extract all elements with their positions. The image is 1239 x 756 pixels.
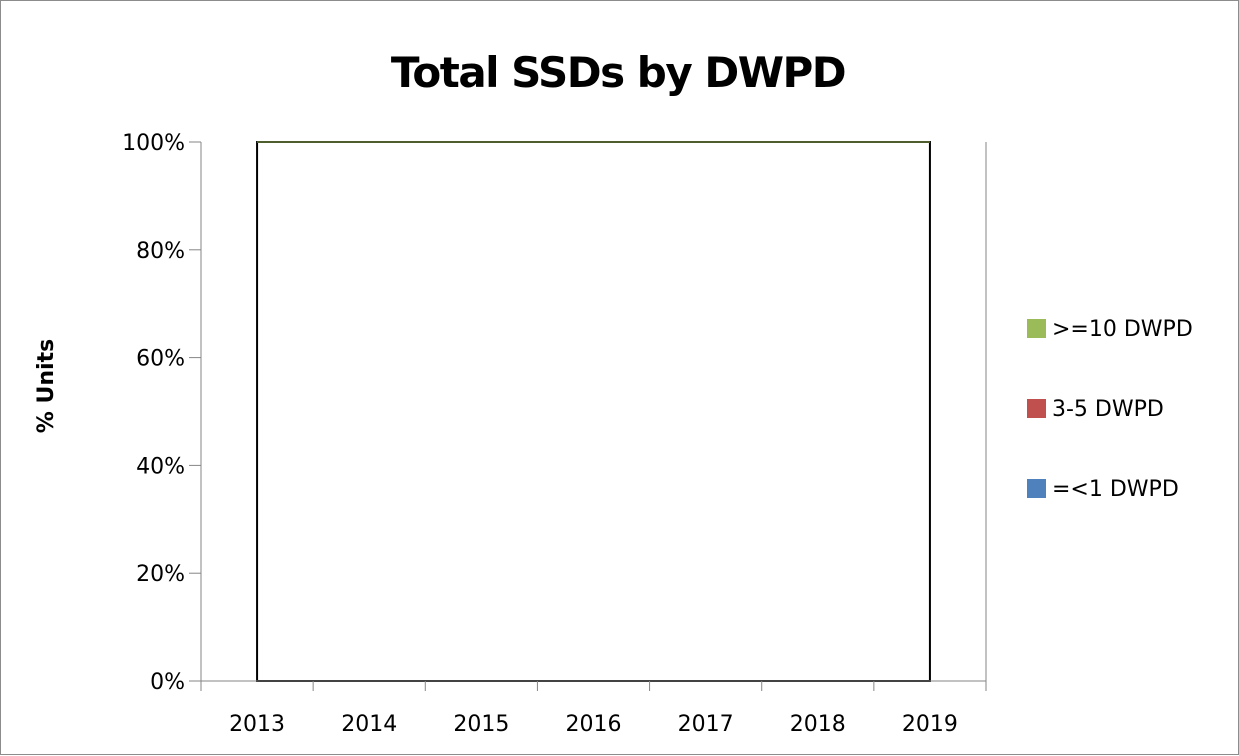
- x-tick-label: 2013: [229, 712, 285, 737]
- chart-title: Total SSDs by DWPD: [391, 48, 845, 97]
- y-tick-label: 20%: [136, 562, 185, 587]
- legend-label: >=10 DWPD: [1052, 317, 1193, 342]
- legend-swatch: [1027, 479, 1046, 498]
- y-tick-label: 60%: [136, 347, 185, 372]
- x-tick-label: 2019: [902, 712, 958, 737]
- y-tick-label: 40%: [136, 454, 185, 479]
- x-tick-label: 2016: [566, 712, 622, 737]
- legend: >=10 DWPD 3-5 DWPD =<1 DWPD: [1027, 317, 1193, 502]
- x-tick-label: 2017: [678, 712, 734, 737]
- legend-swatch: [1027, 399, 1046, 418]
- y-axis-title: % Units: [34, 339, 59, 433]
- plot-area: [257, 142, 930, 681]
- legend-label: 3-5 DWPD: [1052, 397, 1164, 422]
- y-tick-label: 80%: [136, 239, 185, 264]
- x-tick-label: 2014: [341, 712, 397, 737]
- x-tick-label: 2018: [790, 712, 846, 737]
- y-tick-label: 100%: [122, 131, 185, 156]
- y-tick-label: 0%: [150, 670, 185, 695]
- area-outline: [257, 142, 930, 681]
- legend-label: =<1 DWPD: [1052, 477, 1179, 502]
- legend-swatch: [1027, 319, 1046, 338]
- x-tick-label: 2015: [453, 712, 509, 737]
